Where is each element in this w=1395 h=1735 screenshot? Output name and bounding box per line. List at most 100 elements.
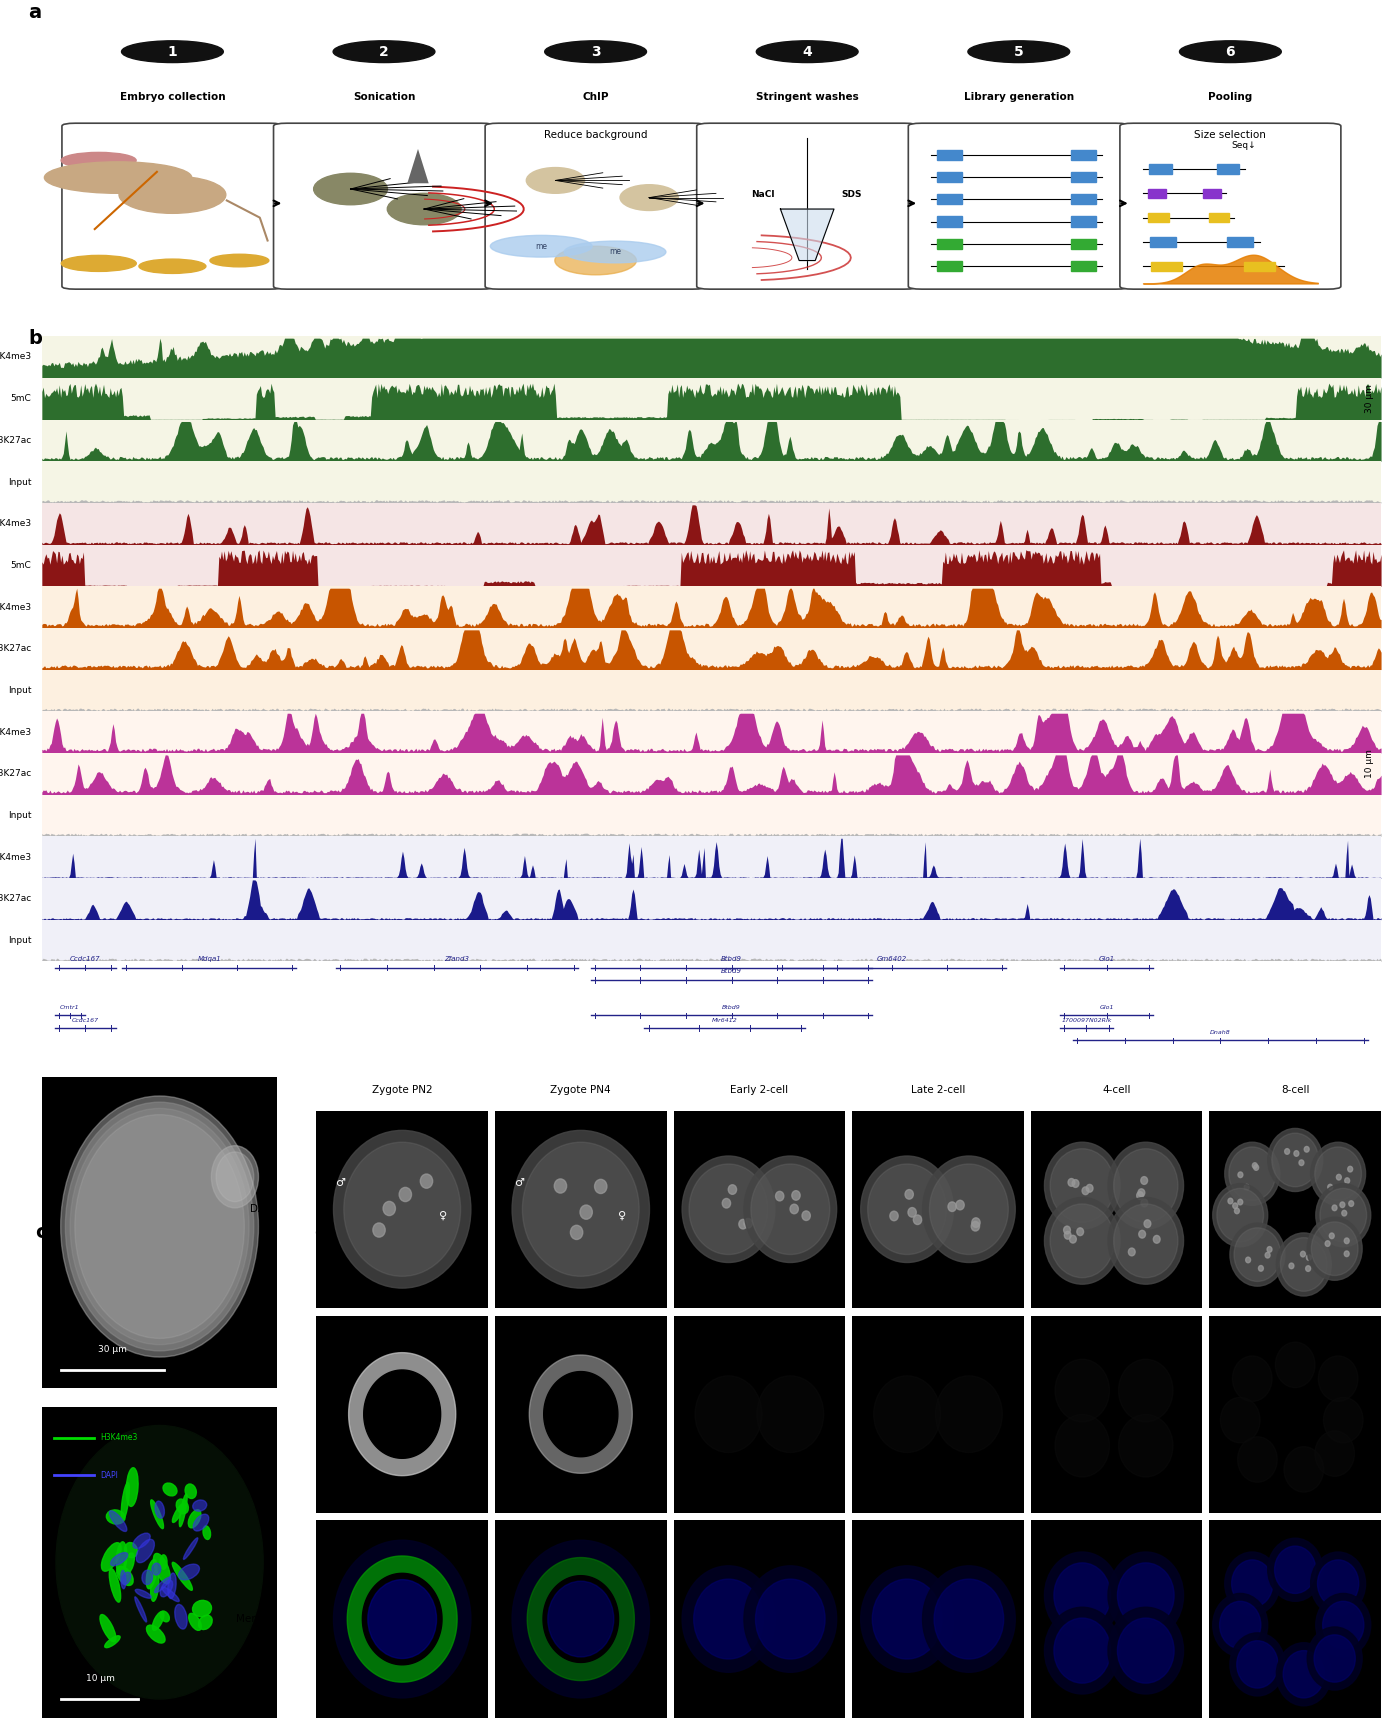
Bar [1208,213,1229,222]
Text: H3K4me3: H3K4me3 [0,519,31,527]
Text: H3K27ac: H3K27ac [0,435,31,444]
Bar [1071,260,1096,271]
Circle shape [1050,1149,1115,1223]
Circle shape [1254,1164,1258,1171]
Polygon shape [363,1574,442,1666]
Text: 3: 3 [591,45,600,59]
Bar [937,172,963,182]
Text: 4-cell: 4-cell [1102,1084,1131,1095]
Text: Input: Input [7,685,31,696]
Text: Size selection: Size selection [1194,130,1267,139]
Ellipse shape [173,1504,184,1523]
Ellipse shape [180,1494,187,1527]
Circle shape [1117,1563,1175,1627]
Ellipse shape [188,1614,201,1631]
Text: H3K27ac: H3K27ac [0,894,31,904]
Circle shape [1318,1357,1357,1402]
Circle shape [1272,1133,1318,1187]
Circle shape [744,1565,837,1673]
Circle shape [1345,1178,1349,1183]
Circle shape [1295,1150,1299,1156]
Circle shape [1311,1142,1366,1206]
Circle shape [1345,1251,1349,1256]
Circle shape [1300,1251,1306,1256]
Text: 30 μm: 30 μm [1366,385,1374,413]
Circle shape [972,1218,981,1227]
Circle shape [333,42,435,62]
Circle shape [1113,1204,1177,1277]
Ellipse shape [619,184,678,210]
Circle shape [61,1097,258,1357]
Circle shape [968,42,1070,62]
Text: Pooling: Pooling [1208,92,1253,102]
Circle shape [1320,1188,1367,1242]
Circle shape [1246,1258,1250,1263]
Text: me: me [536,241,547,252]
Text: Btbd9: Btbd9 [721,968,742,973]
Circle shape [868,1164,946,1254]
Circle shape [56,1426,264,1699]
Ellipse shape [176,1499,188,1513]
Circle shape [776,1192,784,1201]
Text: H3K4me3: H3K4me3 [0,352,31,361]
Circle shape [1230,1223,1285,1286]
Text: Mir6412: Mir6412 [711,1018,738,1024]
Text: Seq↓: Seq↓ [1232,141,1256,149]
Ellipse shape [126,1468,138,1506]
Ellipse shape [116,1542,127,1575]
Ellipse shape [193,1501,206,1511]
Text: Zygote PN4: Zygote PN4 [551,1084,611,1095]
Circle shape [554,1178,566,1194]
Bar [1149,165,1172,174]
Text: 2: 2 [379,45,389,59]
Circle shape [1212,1183,1268,1247]
Circle shape [1281,1237,1327,1291]
Ellipse shape [155,1577,170,1593]
Circle shape [751,1164,830,1254]
Circle shape [1055,1359,1109,1421]
Polygon shape [347,1556,458,1683]
Bar [1148,213,1169,222]
Text: 30 μm: 30 μm [98,1345,127,1353]
Circle shape [1315,1593,1371,1657]
Circle shape [1275,1343,1315,1388]
Ellipse shape [179,1565,199,1581]
Circle shape [580,1206,593,1220]
FancyBboxPatch shape [61,123,283,290]
Ellipse shape [124,1542,137,1558]
Circle shape [1180,42,1281,62]
Circle shape [372,1223,385,1237]
Circle shape [1283,1447,1324,1492]
Circle shape [1232,1560,1272,1607]
Circle shape [1108,1142,1183,1228]
Ellipse shape [142,1570,152,1584]
Circle shape [1276,1234,1331,1296]
Text: d: d [314,1223,328,1242]
Circle shape [1225,1553,1279,1615]
Circle shape [1073,1180,1078,1187]
Circle shape [1258,1265,1264,1272]
Circle shape [1237,1641,1278,1688]
Circle shape [693,1579,763,1659]
Circle shape [728,1185,737,1194]
Text: 10 μm: 10 μm [86,1674,116,1683]
Text: c: c [35,1223,46,1242]
Ellipse shape [388,193,462,226]
Ellipse shape [146,1560,156,1589]
Circle shape [1237,1437,1278,1482]
Ellipse shape [100,1615,116,1641]
Y-axis label: Merged: Merged [236,1614,275,1624]
Circle shape [1306,1267,1310,1272]
Text: Dnah8: Dnah8 [1209,1031,1230,1036]
Circle shape [1283,1650,1324,1699]
Polygon shape [527,1558,635,1681]
Text: H3K27ac: H3K27ac [0,769,31,779]
Circle shape [45,161,191,193]
Bar [1071,217,1096,227]
Circle shape [343,1142,460,1277]
Circle shape [1235,1228,1281,1282]
Circle shape [1141,1176,1148,1185]
Text: Sonication: Sonication [353,92,416,102]
Bar [1071,172,1096,182]
Circle shape [1307,1627,1362,1690]
